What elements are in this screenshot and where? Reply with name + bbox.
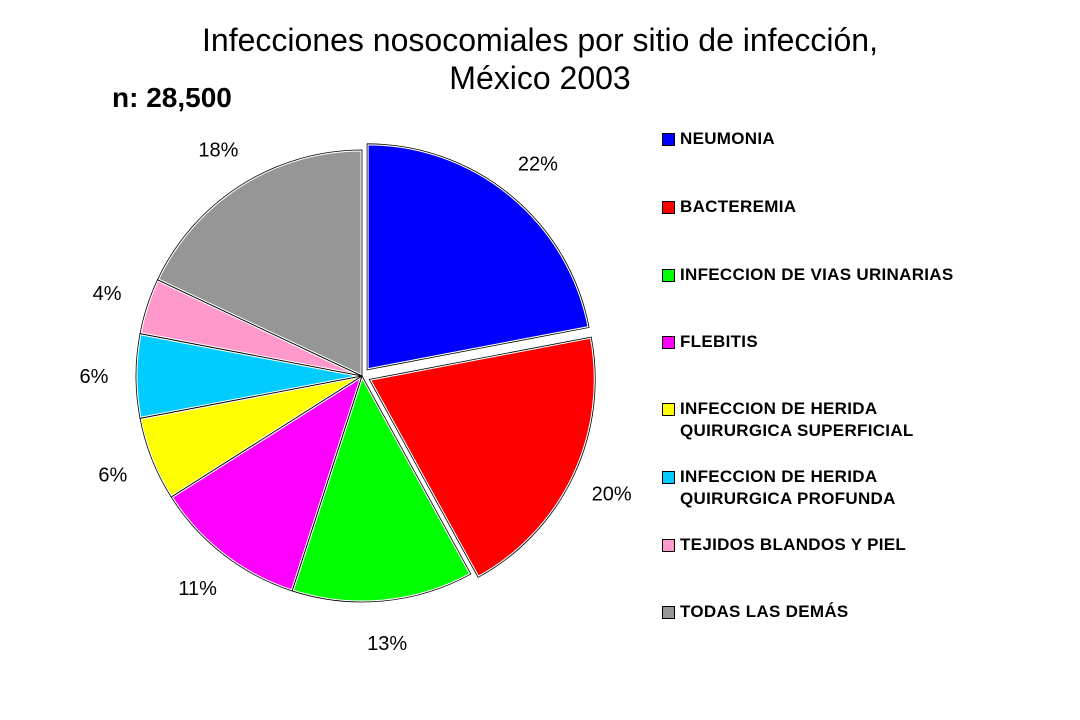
pie-slice-bacteremia-outline bbox=[368, 336, 596, 578]
pie-label-todas-las-demas: 18% bbox=[198, 140, 238, 162]
legend-label: INFECCION DE HERIDA QUIRURGICA PROFUNDA bbox=[680, 467, 896, 508]
pie-label-infeccion-de-herida-quirurgica-profunda: 6% bbox=[80, 366, 109, 388]
pie-label-infeccion-de-vias-urinarias: 13% bbox=[367, 633, 407, 655]
chart-subtitle: México 2003 bbox=[449, 60, 631, 96]
legend-label: FLEBITIS bbox=[680, 332, 758, 351]
legend-swatch bbox=[662, 403, 675, 416]
legend-swatch bbox=[662, 201, 675, 214]
legend-label: TEJIDOS BLANDOS Y PIEL bbox=[680, 535, 907, 554]
pie-label-bacteremia: 20% bbox=[592, 484, 632, 506]
legend-swatch bbox=[662, 133, 675, 146]
pie-label-neumonia: 22% bbox=[518, 153, 558, 175]
legend-swatch bbox=[662, 471, 675, 484]
legend-label: BACTEREMIA bbox=[680, 197, 797, 216]
chart-title: Infecciones nosocomiales por sitio de in… bbox=[202, 22, 878, 58]
sample-size-annotation: n: 28,500 bbox=[112, 82, 232, 113]
legend-swatch bbox=[662, 539, 675, 552]
pie-slices bbox=[134, 142, 597, 604]
legend-swatch bbox=[662, 336, 675, 349]
pie-slice-neumonia-outline bbox=[366, 143, 590, 371]
pie-label-tejidos-blandos-y-piel: 4% bbox=[93, 283, 122, 305]
legend-label: NEUMONIA bbox=[680, 129, 775, 148]
legend-swatch bbox=[662, 269, 675, 282]
pie-label-flebitis: 11% bbox=[178, 578, 217, 600]
pie-slice-todas-las-demas-outline bbox=[156, 149, 363, 377]
legend-swatch bbox=[662, 606, 675, 619]
pie-slice-neumonia bbox=[365, 142, 591, 372]
pie-slice-flebitis-outline bbox=[170, 375, 363, 592]
legend-label: INFECCION DE HERIDA QUIRURGICA SUPERFICI… bbox=[680, 399, 914, 440]
legend-label: INFECCION DE VIAS URINARIAS bbox=[680, 265, 954, 284]
legend-label: TODAS LAS DEMÁS bbox=[680, 602, 849, 621]
pie-percent-labels: 22% 20% 13% 11% 6% 6% 4% 18% bbox=[80, 140, 632, 655]
pie-slice-infeccion-de-vias-urinarias-outline bbox=[291, 374, 472, 603]
pie-label-infeccion-de-herida-quirurgica-superficial: 6% bbox=[98, 465, 127, 487]
